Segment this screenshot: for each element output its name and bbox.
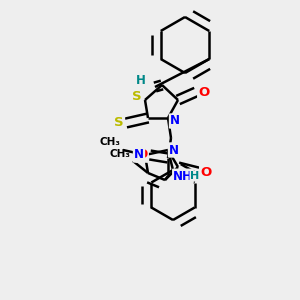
Text: O: O xyxy=(136,148,148,161)
Text: S: S xyxy=(132,89,142,103)
Text: NH: NH xyxy=(173,169,193,182)
Text: O: O xyxy=(200,166,211,178)
Text: H: H xyxy=(136,74,146,86)
Text: H: H xyxy=(190,171,199,181)
Text: N: N xyxy=(134,148,144,161)
Text: N: N xyxy=(170,115,180,128)
Text: CH₃: CH₃ xyxy=(99,137,120,147)
Text: N: N xyxy=(169,143,179,157)
Text: S: S xyxy=(114,116,124,130)
Text: O: O xyxy=(198,85,210,98)
Text: CH₃: CH₃ xyxy=(109,149,130,159)
